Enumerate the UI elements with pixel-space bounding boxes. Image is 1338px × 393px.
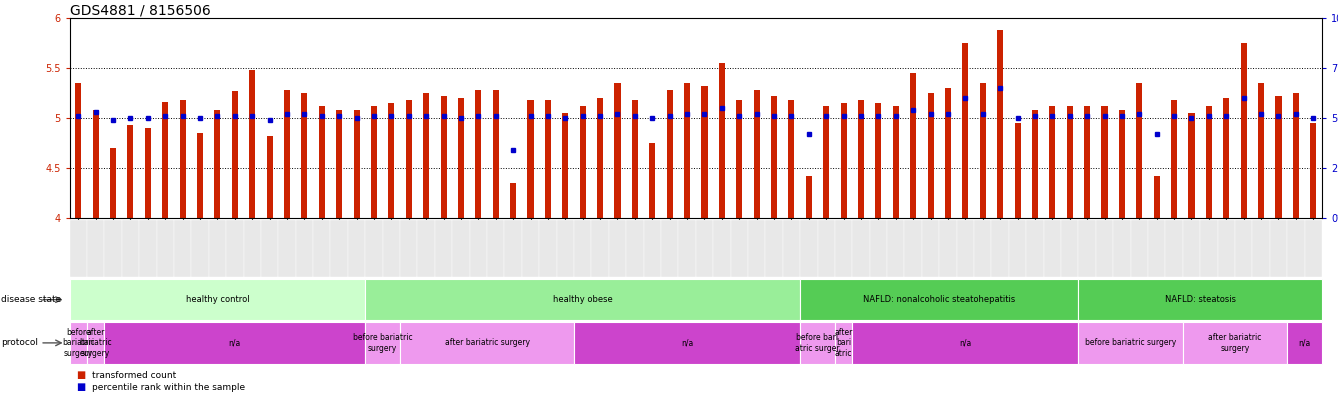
Text: n/a: n/a (959, 338, 971, 347)
Bar (475, 90, 482, 218)
Bar (823, 106, 830, 218)
Bar (927, 93, 934, 218)
Bar (840, 103, 847, 218)
Bar (110, 148, 116, 218)
Bar (545, 100, 551, 218)
Bar (788, 100, 795, 218)
Text: before bariatric surgery: before bariatric surgery (1085, 338, 1176, 347)
Bar (858, 100, 864, 218)
Bar (579, 106, 586, 218)
Text: before
bariatric
surgery: before bariatric surgery (62, 328, 95, 358)
Text: n/a: n/a (681, 338, 693, 347)
Bar (1240, 43, 1247, 218)
Bar (301, 93, 308, 218)
Bar (197, 133, 203, 218)
Bar (353, 110, 360, 218)
Bar (249, 70, 256, 218)
Bar (1293, 93, 1299, 218)
Text: after
bari
atric: after bari atric (835, 328, 852, 358)
Bar (318, 106, 325, 218)
Bar (719, 63, 725, 218)
Bar (1032, 110, 1038, 218)
Bar (649, 143, 656, 218)
Text: before bari
atric surger: before bari atric surger (795, 333, 840, 353)
Bar (214, 110, 221, 218)
Bar (1223, 98, 1230, 218)
Bar (162, 102, 169, 218)
Bar (1101, 106, 1108, 218)
Bar (336, 110, 343, 218)
Text: ■: ■ (76, 370, 86, 380)
Text: before bariatric
surgery: before bariatric surgery (353, 333, 412, 353)
Bar (805, 176, 812, 218)
Bar (614, 83, 621, 218)
Bar (179, 100, 186, 218)
Bar (1014, 123, 1021, 218)
Bar (1171, 100, 1177, 218)
Bar (753, 90, 760, 218)
Bar (127, 125, 134, 218)
Bar (405, 100, 412, 218)
Bar (1136, 83, 1143, 218)
Bar (1066, 106, 1073, 218)
Bar (910, 73, 917, 218)
Text: ■: ■ (76, 382, 86, 392)
Bar (388, 103, 395, 218)
Bar (736, 100, 743, 218)
Text: GDS4881 / 8156506: GDS4881 / 8156506 (70, 4, 210, 18)
Bar (1188, 113, 1195, 218)
Text: percentile rank within the sample: percentile rank within the sample (92, 383, 245, 391)
Bar (945, 88, 951, 218)
Bar (701, 86, 708, 218)
Bar (145, 128, 151, 218)
Text: transformed count: transformed count (92, 371, 177, 380)
Bar (75, 83, 82, 218)
Text: after bariatric surgery: after bariatric surgery (444, 338, 530, 347)
Bar (1206, 106, 1212, 218)
Bar (771, 96, 777, 218)
Text: protocol: protocol (1, 338, 39, 347)
Text: n/a: n/a (229, 338, 241, 347)
Bar (371, 106, 377, 218)
Bar (92, 110, 99, 218)
Bar (684, 83, 690, 218)
Bar (892, 106, 899, 218)
Bar (284, 90, 290, 218)
Bar (231, 91, 238, 218)
Bar (266, 136, 273, 218)
Bar (632, 100, 638, 218)
Text: healthy obese: healthy obese (553, 295, 613, 304)
Bar (666, 90, 673, 218)
Bar (1153, 176, 1160, 218)
Text: after
bariatric
surgery: after bariatric surgery (79, 328, 112, 358)
Bar (562, 113, 569, 218)
Bar (597, 98, 603, 218)
Bar (1310, 123, 1317, 218)
Bar (1049, 106, 1056, 218)
Bar (458, 98, 464, 218)
Bar (962, 43, 969, 218)
Bar (492, 90, 499, 218)
Bar (1119, 110, 1125, 218)
Bar (979, 83, 986, 218)
Text: after bariatric
surgery: after bariatric surgery (1208, 333, 1262, 353)
Text: n/a: n/a (1298, 338, 1311, 347)
Bar (423, 93, 429, 218)
Bar (440, 96, 447, 218)
Text: disease state: disease state (1, 295, 62, 304)
Text: healthy control: healthy control (186, 295, 249, 304)
Bar (527, 100, 534, 218)
Bar (510, 183, 516, 218)
Bar (875, 103, 882, 218)
Bar (1275, 96, 1282, 218)
Bar (997, 30, 1004, 218)
Text: NAFLD: steatosis: NAFLD: steatosis (1164, 295, 1236, 304)
Text: NAFLD: nonalcoholic steatohepatitis: NAFLD: nonalcoholic steatohepatitis (863, 295, 1016, 304)
Bar (1258, 83, 1264, 218)
Bar (1084, 106, 1090, 218)
